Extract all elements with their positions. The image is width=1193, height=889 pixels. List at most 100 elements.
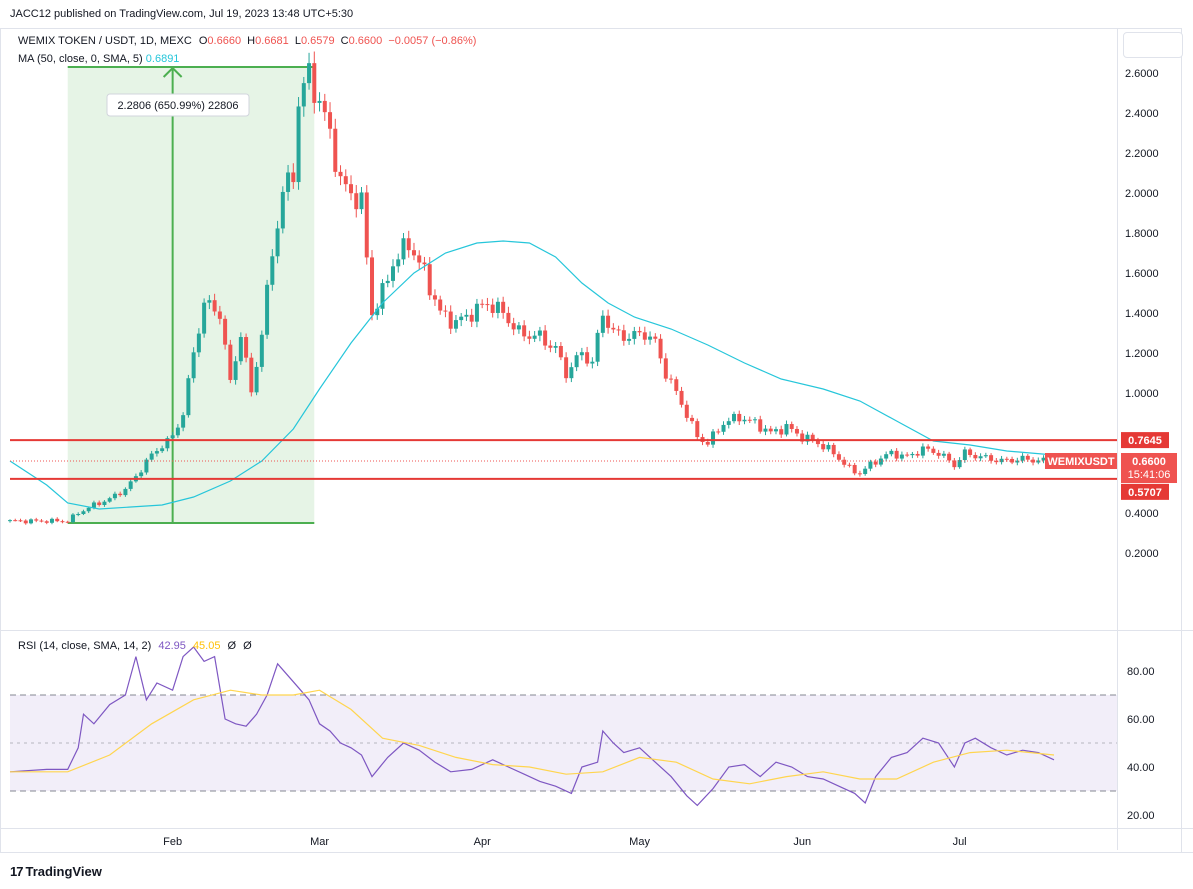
candle-body[interactable] <box>1025 455 1030 460</box>
candle-body[interactable] <box>102 501 107 505</box>
candle-body[interactable] <box>317 100 322 103</box>
candle-body[interactable] <box>511 323 516 330</box>
candle-body[interactable] <box>962 449 967 461</box>
candle-body[interactable] <box>233 361 238 380</box>
candle-body[interactable] <box>396 259 401 267</box>
candle-body[interactable] <box>863 468 868 475</box>
candle-body[interactable] <box>957 460 962 468</box>
candle-body[interactable] <box>13 520 18 522</box>
candle-body[interactable] <box>889 450 894 455</box>
candle-body[interactable] <box>941 453 946 456</box>
candle-body[interactable] <box>747 419 752 421</box>
candle-body[interactable] <box>8 520 12 522</box>
candle-body[interactable] <box>726 421 731 425</box>
candle-body[interactable] <box>595 332 600 362</box>
candle-body[interactable] <box>469 314 474 322</box>
candle-body[interactable] <box>307 63 312 84</box>
candle-body[interactable] <box>338 171 343 177</box>
candle-body[interactable] <box>548 345 553 348</box>
candle-body[interactable] <box>527 336 532 339</box>
candle-body[interactable] <box>842 459 847 465</box>
candle-body[interactable] <box>354 193 359 210</box>
ma-legend[interactable]: MA (50, close, 0, SMA, 5) 0.6891 <box>18 53 179 65</box>
candle-body[interactable] <box>1036 460 1041 463</box>
candle-body[interactable] <box>370 257 375 316</box>
candle-body[interactable] <box>249 357 254 393</box>
candle-body[interactable] <box>920 446 925 456</box>
candle-body[interactable] <box>784 424 789 435</box>
candle-body[interactable] <box>773 429 778 432</box>
candle-body[interactable] <box>847 464 852 466</box>
candle-body[interactable] <box>432 295 437 300</box>
candle-body[interactable] <box>39 520 44 522</box>
candle-body[interactable] <box>186 378 191 416</box>
candle-body[interactable] <box>18 520 23 522</box>
candle-body[interactable] <box>70 514 75 523</box>
candle-body[interactable] <box>868 461 873 469</box>
candle-body[interactable] <box>375 308 380 316</box>
candle-body[interactable] <box>695 421 700 438</box>
candle-body[interactable] <box>459 316 464 321</box>
candle-body[interactable] <box>537 330 542 336</box>
candle-body[interactable] <box>873 461 878 465</box>
candle-body[interactable] <box>228 344 233 380</box>
candle-body[interactable] <box>328 112 333 129</box>
candle-body[interactable] <box>359 192 364 210</box>
candle-body[interactable] <box>65 521 70 523</box>
candle-body[interactable] <box>238 337 243 362</box>
candle-body[interactable] <box>732 413 737 422</box>
candle-body[interactable] <box>794 428 799 434</box>
candle-body[interactable] <box>81 511 86 515</box>
candle-body[interactable] <box>574 355 579 368</box>
candle-body[interactable] <box>553 345 558 348</box>
candle-body[interactable] <box>160 448 165 452</box>
candle-body[interactable] <box>254 366 259 393</box>
candle-body[interactable] <box>894 450 899 459</box>
candle-body[interactable] <box>590 361 595 364</box>
candle-body[interactable] <box>417 255 422 263</box>
candle-body[interactable] <box>742 419 747 422</box>
candle-body[interactable] <box>674 379 679 391</box>
candle-body[interactable] <box>223 318 228 345</box>
candle-body[interactable] <box>427 264 432 296</box>
candle-body[interactable] <box>978 456 983 459</box>
candle-body[interactable] <box>333 128 338 172</box>
candle-body[interactable] <box>34 519 39 521</box>
candle-body[interactable] <box>947 453 952 461</box>
candle-body[interactable] <box>60 521 65 523</box>
candle-body[interactable] <box>994 460 999 463</box>
candle-body[interactable] <box>616 329 621 331</box>
candle-body[interactable] <box>669 378 674 380</box>
candle-body[interactable] <box>49 518 54 523</box>
candle-body[interactable] <box>265 284 270 335</box>
candle-body[interactable] <box>606 315 611 328</box>
candle-body[interactable] <box>852 464 857 474</box>
candle-body[interactable] <box>1020 455 1025 461</box>
candle-body[interactable] <box>878 458 883 465</box>
candle-body[interactable] <box>485 304 490 306</box>
candle-body[interactable] <box>406 238 411 251</box>
candle-body[interactable] <box>291 172 296 183</box>
candle-body[interactable] <box>270 256 275 285</box>
symbol-legend[interactable]: WEMIX TOKEN / USDT, 1D, MEXC O0.6660 H0.… <box>18 35 479 47</box>
candle-body[interactable] <box>642 332 647 340</box>
candle-body[interactable] <box>495 301 500 313</box>
candle-body[interactable] <box>579 352 584 356</box>
candle-body[interactable] <box>97 502 102 505</box>
candle-body[interactable] <box>443 310 448 312</box>
candle-body[interactable] <box>532 335 537 339</box>
candle-body[interactable] <box>301 83 306 107</box>
candle-body[interactable] <box>480 303 485 305</box>
candle-body[interactable] <box>621 330 626 341</box>
candle-body[interactable] <box>627 338 632 341</box>
candle-body[interactable] <box>831 444 836 455</box>
candle-body[interactable] <box>191 352 196 379</box>
candle-body[interactable] <box>212 300 217 312</box>
candle-body[interactable] <box>144 459 149 473</box>
candle-body[interactable] <box>149 453 154 460</box>
candle-body[interactable] <box>910 453 915 456</box>
tradingview-logo[interactable]: 17 TradingView <box>10 864 102 879</box>
candle-body[interactable] <box>448 311 453 329</box>
candle-body[interactable] <box>401 238 406 260</box>
candle-body[interactable] <box>768 428 773 432</box>
